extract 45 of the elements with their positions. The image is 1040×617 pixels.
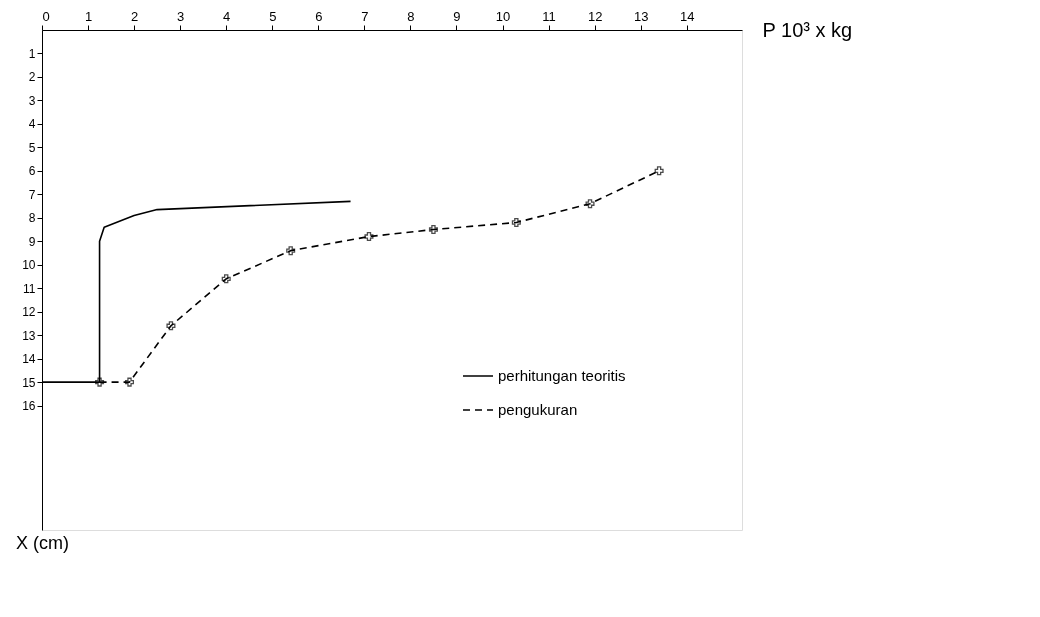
y-tick-label: 1 bbox=[28, 46, 36, 61]
point bbox=[286, 246, 296, 256]
y-tick-label: 10 bbox=[22, 258, 36, 273]
y-tick-label: 16 bbox=[22, 399, 36, 414]
y-tick-label: 7 bbox=[28, 187, 36, 202]
x-tick-label: 13 bbox=[633, 8, 649, 24]
y-tick-label: 12 bbox=[22, 305, 36, 320]
legend-label: perhitungan teoritis bbox=[498, 367, 626, 384]
y-tick-label: 5 bbox=[28, 140, 36, 155]
x-tick-label: 5 bbox=[269, 8, 277, 24]
point bbox=[166, 321, 176, 331]
y-tick-label: 8 bbox=[28, 211, 36, 226]
x-tick-label: 10 bbox=[495, 8, 511, 24]
x-tick-label: 11 bbox=[542, 8, 556, 24]
y-tick-label: 6 bbox=[28, 164, 36, 179]
point bbox=[585, 199, 595, 209]
x-tick-label: 6 bbox=[315, 8, 323, 24]
legend-label: pengukuran bbox=[498, 401, 578, 418]
x-tick-label: 4 bbox=[223, 8, 231, 24]
y-tick-label: 11 bbox=[23, 281, 36, 296]
point bbox=[95, 377, 105, 387]
y-tick-label: 14 bbox=[22, 352, 36, 367]
point bbox=[511, 217, 521, 228]
y-tick-label: 2 bbox=[28, 70, 36, 85]
y-axis-title: X (cm) bbox=[16, 532, 69, 553]
point bbox=[124, 377, 135, 387]
x-tick-label: 3 bbox=[177, 8, 185, 24]
point bbox=[428, 225, 438, 235]
x-tick-label: 7 bbox=[361, 8, 369, 24]
point bbox=[364, 232, 374, 242]
y-tick-label: 9 bbox=[28, 234, 36, 249]
point bbox=[654, 166, 664, 176]
y-tick-label: 15 bbox=[22, 375, 36, 390]
x-tick-label: 9 bbox=[453, 8, 461, 24]
x-tick-label: 8 bbox=[407, 8, 415, 24]
x-axis-title: P 10³ x kg bbox=[762, 18, 853, 41]
y-tick-label: 3 bbox=[28, 93, 36, 108]
x-tick-label: 0 bbox=[42, 8, 50, 24]
y-tick-label: 4 bbox=[28, 117, 36, 132]
x-tick-label: 12 bbox=[587, 8, 603, 24]
x-tick-label: 1 bbox=[84, 8, 93, 24]
y-tick-label: 13 bbox=[22, 328, 36, 343]
point bbox=[221, 274, 231, 284]
x-tick-label: 14 bbox=[680, 8, 695, 24]
x-tick-label: 2 bbox=[130, 8, 139, 24]
